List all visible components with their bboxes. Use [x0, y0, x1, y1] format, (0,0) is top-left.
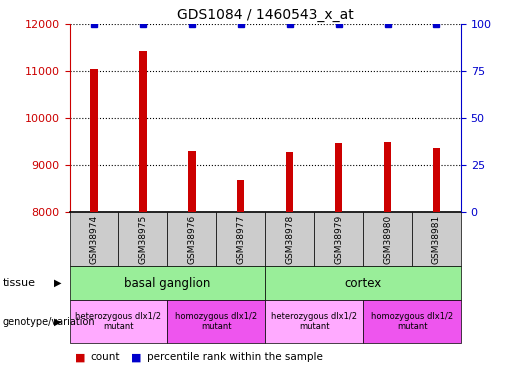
- Text: GSM38977: GSM38977: [236, 214, 245, 264]
- Text: GSM38979: GSM38979: [334, 214, 343, 264]
- Text: count: count: [90, 352, 119, 362]
- Text: percentile rank within the sample: percentile rank within the sample: [147, 352, 323, 362]
- Text: GSM38975: GSM38975: [139, 214, 147, 264]
- Title: GDS1084 / 1460543_x_at: GDS1084 / 1460543_x_at: [177, 8, 354, 22]
- Text: ■: ■: [131, 352, 142, 362]
- Text: ▶: ▶: [55, 278, 62, 288]
- Text: ▶: ▶: [55, 316, 62, 327]
- Bar: [433, 148, 440, 212]
- Text: genotype/variation: genotype/variation: [3, 316, 95, 327]
- Text: GSM38978: GSM38978: [285, 214, 294, 264]
- Text: GSM38980: GSM38980: [383, 214, 392, 264]
- Text: heterozygous dlx1/2
mutant: heterozygous dlx1/2 mutant: [76, 312, 161, 331]
- Bar: [90, 69, 98, 212]
- Bar: [139, 51, 147, 212]
- Bar: [384, 142, 391, 212]
- Text: homozygous dlx1/2
mutant: homozygous dlx1/2 mutant: [175, 312, 258, 331]
- Text: GSM38976: GSM38976: [187, 214, 196, 264]
- Text: tissue: tissue: [3, 278, 36, 288]
- Text: ■: ■: [75, 352, 85, 362]
- Text: GSM38981: GSM38981: [432, 214, 441, 264]
- Bar: [335, 143, 342, 212]
- Bar: [286, 152, 294, 212]
- Text: cortex: cortex: [345, 277, 382, 290]
- Text: heterozygous dlx1/2
mutant: heterozygous dlx1/2 mutant: [271, 312, 357, 331]
- Bar: [237, 180, 245, 212]
- Bar: [188, 151, 196, 212]
- Text: GSM38974: GSM38974: [90, 214, 98, 264]
- Text: homozygous dlx1/2
mutant: homozygous dlx1/2 mutant: [371, 312, 453, 331]
- Text: basal ganglion: basal ganglion: [124, 277, 211, 290]
